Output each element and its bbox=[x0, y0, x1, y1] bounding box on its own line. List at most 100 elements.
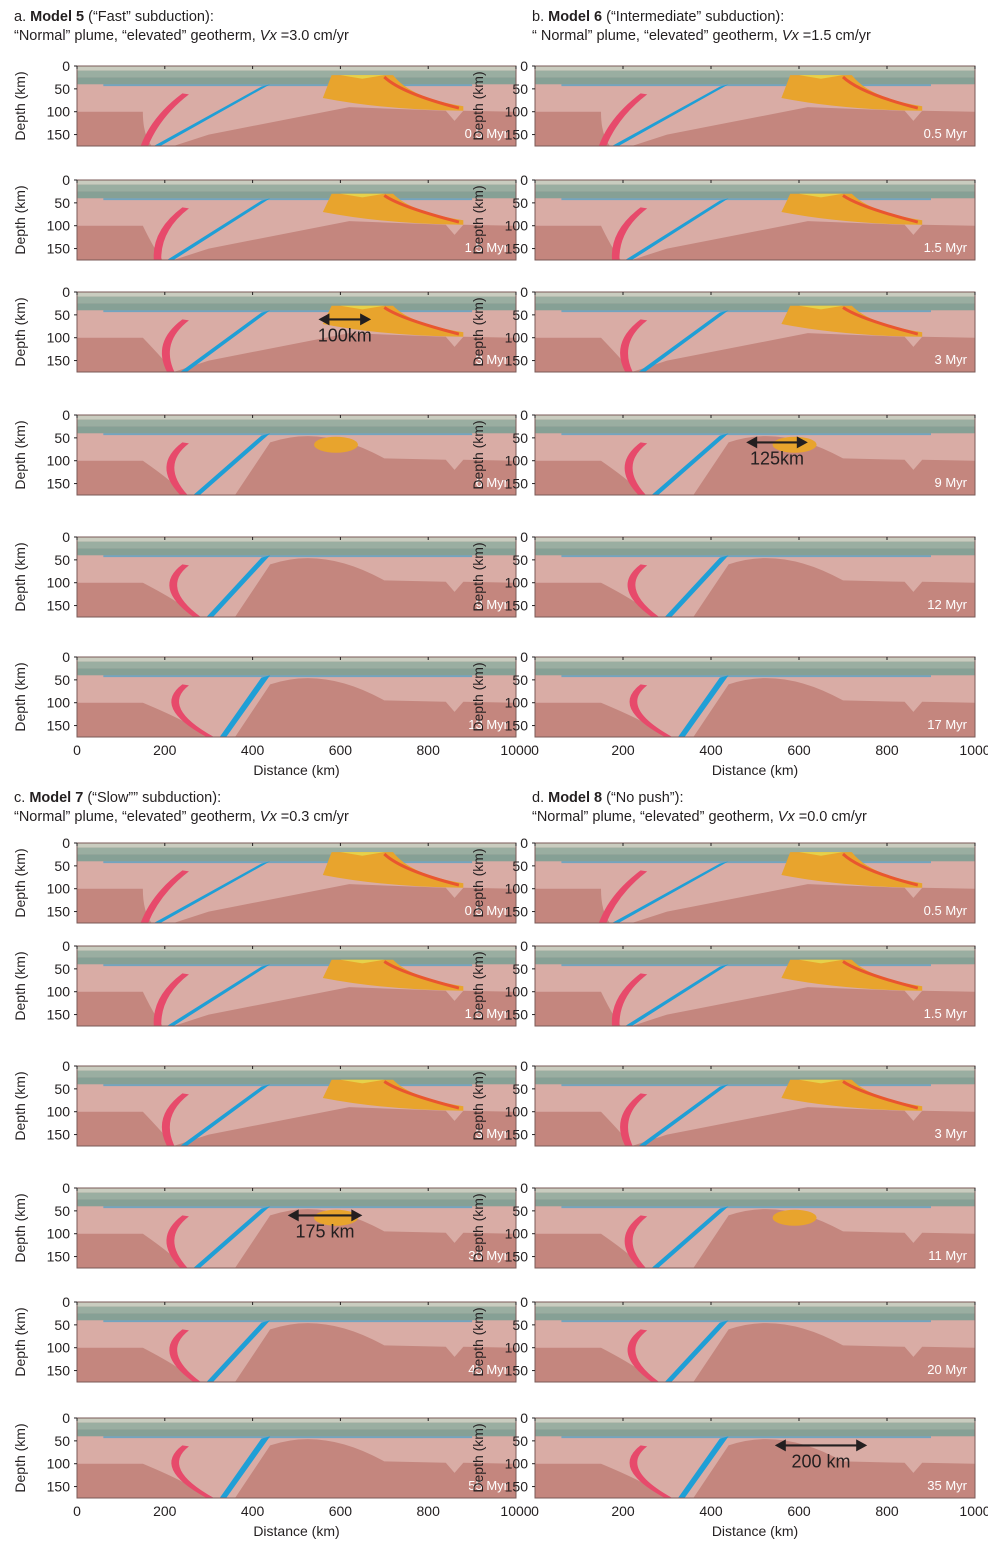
hydrated-layer bbox=[561, 1206, 931, 1209]
sediment bbox=[799, 959, 843, 964]
depth-tick-label: 50 bbox=[54, 552, 70, 568]
frame-border bbox=[534, 1187, 976, 1269]
depth-tick-label: 150 bbox=[47, 476, 71, 492]
depth-tick-label: 150 bbox=[505, 241, 529, 257]
frame-border bbox=[534, 1065, 976, 1147]
sediment bbox=[340, 1079, 385, 1084]
depth-axis-label: Depth (km) bbox=[12, 542, 28, 611]
depth-tick-label: 150 bbox=[47, 718, 71, 734]
sticky-air-layer bbox=[77, 1418, 516, 1423]
plume-hot-edge bbox=[383, 75, 460, 110]
melt-zone bbox=[611, 973, 648, 1026]
depth-axis-label: Depth (km) bbox=[470, 185, 486, 254]
depth-tick-label: 100 bbox=[505, 984, 529, 1000]
depth-axis-label: Depth (km) bbox=[12, 185, 28, 254]
width-annotation: 200 km bbox=[774, 1439, 868, 1471]
depth-tick-label: 0 bbox=[520, 284, 528, 300]
sticky-air-layer bbox=[535, 1066, 975, 1071]
model-frame-b-6: 17 Myr 0 50 100 150 Depth (km) bbox=[470, 649, 976, 738]
depth-tick-label: 50 bbox=[54, 858, 70, 874]
depth-tick-label: 100 bbox=[47, 330, 71, 346]
panel-c-vx-symbol: Vx bbox=[259, 809, 277, 825]
panel-b-prefix: b. bbox=[532, 9, 545, 25]
model-frame-c-2: 1.5 Myr 0 50 100 150 Depth (km) bbox=[12, 938, 517, 1027]
depth-tick-label: 0 bbox=[520, 835, 528, 851]
depth-tick-label: 50 bbox=[512, 552, 528, 568]
distance-tick-label: 1000 bbox=[500, 742, 531, 758]
arrow-label: 125km bbox=[750, 448, 804, 468]
hydrated-layer bbox=[561, 1436, 931, 1439]
model-frame-a-5: 9 Myr 0 50 100 150 Depth (km) bbox=[12, 529, 517, 618]
model-frame-b-1: 0.5 Myr 0 50 100 150 Depth (km) bbox=[470, 58, 976, 147]
subducting-slab bbox=[166, 964, 271, 1026]
depth-axis-label: Depth (km) bbox=[12, 297, 28, 366]
melt-zone bbox=[598, 93, 648, 146]
panel-d-header: d. Model 8 (“No push”): “Normal” plume, … bbox=[532, 789, 867, 827]
mantle-plume bbox=[781, 75, 923, 111]
depth-tick-label: 150 bbox=[47, 1363, 71, 1379]
depth-tick-label: 150 bbox=[47, 353, 71, 369]
hydrated-layer bbox=[561, 861, 931, 864]
upper-crust-layer bbox=[77, 1422, 516, 1430]
hydrated-layer bbox=[103, 310, 473, 313]
lower-crust-layer bbox=[535, 303, 975, 311]
subducting-slab bbox=[219, 675, 271, 737]
panel-a-vx-value: =3.0 cm/yr bbox=[280, 28, 349, 44]
depth-tick-label: 50 bbox=[54, 672, 70, 688]
arrow-label: 175 km bbox=[296, 1221, 355, 1241]
time-label: 1.5 Myr bbox=[465, 240, 509, 255]
panel-d-model: Model 8 bbox=[548, 790, 603, 806]
arrow-head-right bbox=[360, 313, 372, 326]
model-frame-c-5: 45 Myr 0 50 100 150 Depth (km) bbox=[12, 1294, 517, 1383]
frame-border bbox=[76, 1417, 517, 1499]
distance-axis-d: 0 200 400 600 800 1000 Distance (km) bbox=[531, 1503, 988, 1539]
sticky-air-layer bbox=[77, 292, 516, 297]
depth-tick-label: 100 bbox=[505, 1456, 529, 1472]
sediment bbox=[340, 75, 385, 79]
melt-zone bbox=[171, 684, 214, 737]
panel-d-prefix: d. bbox=[532, 790, 545, 806]
model-frame-c-1: 0.5 Myr 0 50 100 150 Depth (km) bbox=[12, 835, 517, 924]
depth-axis-label: Depth (km) bbox=[470, 420, 486, 489]
distance-tick-label: 400 bbox=[699, 1503, 723, 1519]
depth-tick-label: 100 bbox=[505, 104, 529, 120]
width-annotation: 100km bbox=[318, 313, 372, 345]
upper-crust-layer bbox=[535, 661, 975, 669]
upper-crust-layer bbox=[535, 847, 975, 855]
upper-crust-layer bbox=[535, 1070, 975, 1078]
panel-a-type: (“Fast” subduction): bbox=[88, 9, 214, 25]
plume-hot-edge bbox=[383, 852, 460, 887]
model-frame-c-3: 3 Myr 0 50 100 150 Depth (km) bbox=[12, 1058, 517, 1147]
upper-crust-layer bbox=[535, 296, 975, 304]
time-label: 9 Myr bbox=[476, 597, 509, 612]
depth-tick-label: 100 bbox=[47, 695, 71, 711]
panel-d-line2: “Normal” plume, “elevated” geotherm, bbox=[532, 809, 774, 825]
hydrated-layer bbox=[103, 198, 473, 201]
depth-tick-label: 100 bbox=[505, 1226, 529, 1242]
melt-zone bbox=[627, 564, 660, 617]
time-label: 6 Myr bbox=[476, 475, 509, 490]
sticky-air-layer bbox=[535, 946, 975, 951]
mantle-plume bbox=[314, 436, 358, 453]
plume-hot-edge bbox=[841, 852, 919, 887]
depth-tick-label: 0 bbox=[520, 1294, 528, 1310]
sticky-air-layer bbox=[77, 843, 516, 848]
depth-tick-label: 0 bbox=[520, 1058, 528, 1074]
plume-hot-edge bbox=[842, 1080, 919, 1110]
model-frame-d-2: 1.5 Myr 0 50 100 150 Depth (km) bbox=[470, 938, 976, 1027]
depth-axis-label: Depth (km) bbox=[12, 1423, 28, 1492]
upper-crust-layer bbox=[535, 950, 975, 958]
depth-tick-label: 100 bbox=[47, 1340, 71, 1356]
sticky-air-layer bbox=[535, 415, 975, 420]
depth-tick-label: 100 bbox=[505, 695, 529, 711]
sticky-air-layer bbox=[535, 1188, 975, 1193]
depth-axis-label: Depth (km) bbox=[12, 951, 28, 1020]
depth-tick-label: 0 bbox=[62, 284, 70, 300]
panel-b-header: b. Model 6 (“Intermediate” subduction): … bbox=[532, 8, 871, 46]
depth-tick-label: 50 bbox=[54, 307, 70, 323]
subducting-slab bbox=[651, 433, 729, 495]
mantle-plume bbox=[781, 193, 923, 225]
model-frame-a-1: 0.5 Myr 0 50 100 150 Depth (km) bbox=[12, 58, 517, 147]
panel-c-vx-value: =0.3 cm/yr bbox=[280, 809, 349, 825]
melt-zone bbox=[153, 207, 189, 260]
